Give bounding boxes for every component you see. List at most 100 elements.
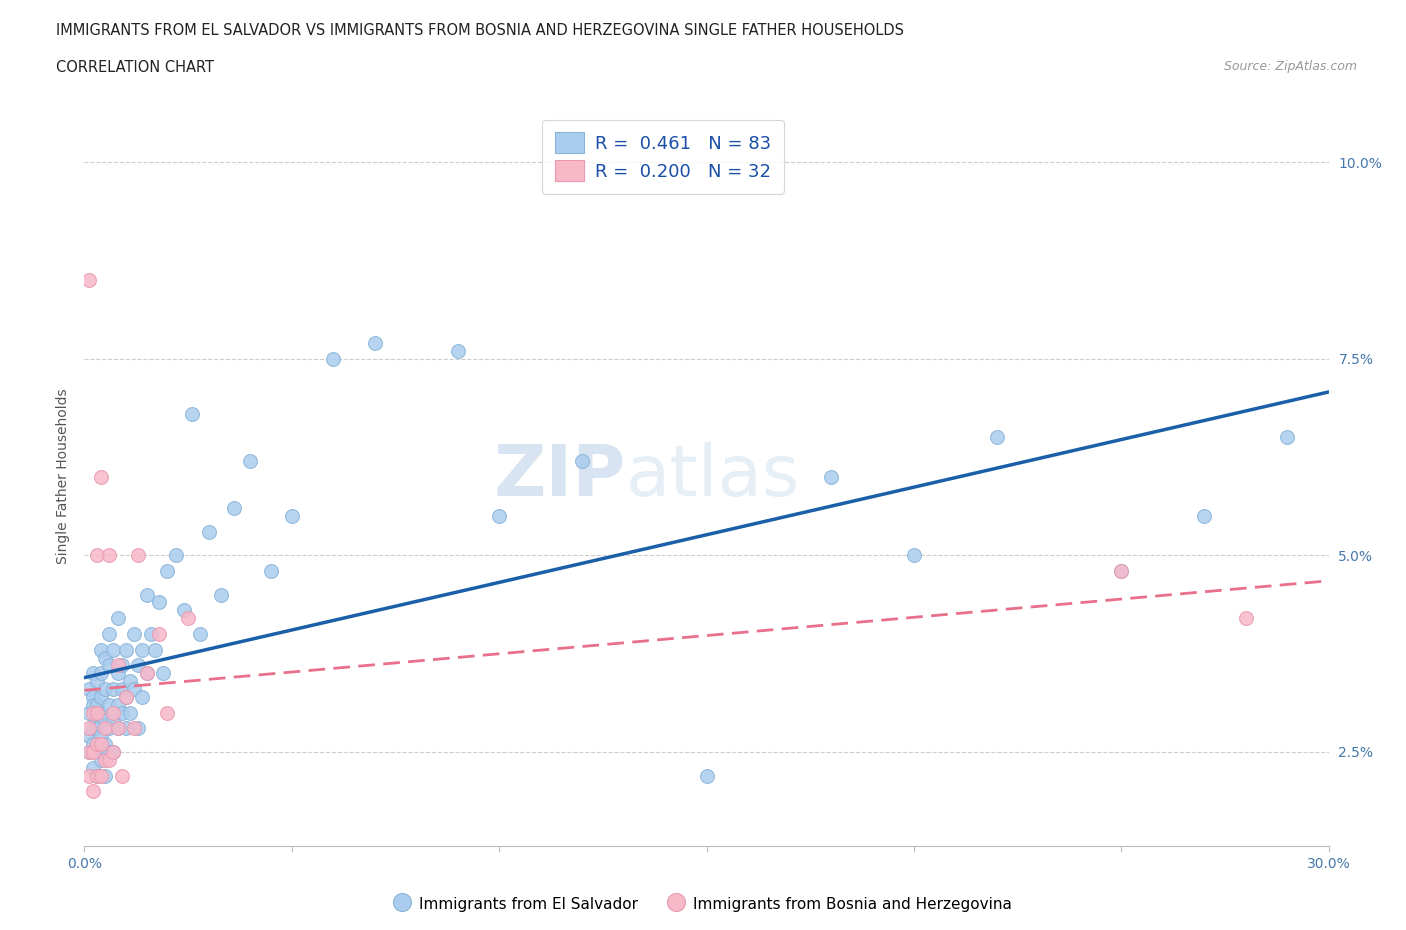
Point bbox=[135, 587, 157, 602]
Point bbox=[1277, 430, 1299, 445]
Text: atlas: atlas bbox=[626, 442, 800, 512]
Point bbox=[103, 705, 125, 720]
Point bbox=[115, 689, 138, 704]
Point bbox=[77, 729, 100, 744]
Point bbox=[103, 682, 125, 697]
Point bbox=[1234, 611, 1257, 626]
Point bbox=[107, 721, 129, 736]
Point bbox=[86, 745, 108, 760]
Point bbox=[90, 705, 112, 720]
Point bbox=[1194, 509, 1216, 524]
Point bbox=[94, 721, 117, 736]
Point bbox=[209, 587, 232, 602]
Point bbox=[364, 336, 387, 351]
Point bbox=[127, 548, 149, 563]
Point bbox=[107, 658, 129, 672]
Point bbox=[94, 682, 117, 697]
Point bbox=[86, 698, 108, 712]
Point bbox=[98, 627, 121, 642]
Point bbox=[82, 745, 104, 760]
Point bbox=[98, 721, 121, 736]
Point bbox=[82, 784, 104, 799]
Point bbox=[135, 666, 157, 681]
Point bbox=[94, 768, 117, 783]
Point bbox=[173, 603, 195, 618]
Point bbox=[143, 643, 166, 658]
Point bbox=[107, 611, 129, 626]
Point bbox=[107, 698, 129, 712]
Text: IMMIGRANTS FROM EL SALVADOR VS IMMIGRANTS FROM BOSNIA AND HERZEGOVINA SINGLE FAT: IMMIGRANTS FROM EL SALVADOR VS IMMIGRANT… bbox=[56, 23, 904, 38]
Point bbox=[111, 705, 134, 720]
Point bbox=[98, 658, 121, 672]
Point bbox=[82, 737, 104, 751]
Legend: R =  0.461   N = 83, R =  0.200   N = 32: R = 0.461 N = 83, R = 0.200 N = 32 bbox=[543, 120, 783, 193]
Y-axis label: Single Father Households: Single Father Households bbox=[56, 389, 70, 565]
Point bbox=[118, 673, 141, 688]
Point bbox=[82, 705, 104, 720]
Point bbox=[82, 666, 104, 681]
Point bbox=[165, 548, 187, 563]
Point bbox=[115, 643, 138, 658]
Point bbox=[122, 627, 145, 642]
Text: CORRELATION CHART: CORRELATION CHART bbox=[56, 60, 214, 75]
Point bbox=[322, 352, 344, 366]
Point bbox=[90, 768, 112, 783]
Point bbox=[122, 721, 145, 736]
Point bbox=[986, 430, 1008, 445]
Point bbox=[90, 737, 112, 751]
Point bbox=[190, 627, 212, 642]
Point bbox=[86, 721, 108, 736]
Point bbox=[181, 406, 204, 421]
Point bbox=[86, 705, 108, 720]
Point bbox=[90, 470, 112, 485]
Point bbox=[90, 666, 112, 681]
Point bbox=[90, 752, 112, 767]
Point bbox=[94, 650, 117, 665]
Point bbox=[77, 768, 100, 783]
Point bbox=[118, 705, 141, 720]
Point bbox=[131, 643, 153, 658]
Point bbox=[90, 689, 112, 704]
Point bbox=[86, 673, 108, 688]
Point bbox=[98, 745, 121, 760]
Point bbox=[77, 682, 100, 697]
Point bbox=[98, 698, 121, 712]
Text: Source: ZipAtlas.com: Source: ZipAtlas.com bbox=[1223, 60, 1357, 73]
Point bbox=[107, 666, 129, 681]
Point bbox=[122, 682, 145, 697]
Point bbox=[152, 666, 174, 681]
Point bbox=[77, 705, 100, 720]
Point bbox=[86, 713, 108, 728]
Point bbox=[86, 548, 108, 563]
Point bbox=[127, 721, 149, 736]
Point bbox=[177, 611, 200, 626]
Point bbox=[139, 627, 162, 642]
Point bbox=[1111, 564, 1133, 578]
Point bbox=[90, 729, 112, 744]
Point bbox=[94, 737, 117, 751]
Legend: Immigrants from El Salvador, Immigrants from Bosnia and Herzegovina: Immigrants from El Salvador, Immigrants … bbox=[388, 889, 1018, 918]
Point bbox=[90, 643, 112, 658]
Point bbox=[98, 752, 121, 767]
Point bbox=[281, 509, 304, 524]
Point bbox=[94, 752, 117, 767]
Point bbox=[86, 768, 108, 783]
Point bbox=[94, 713, 117, 728]
Point bbox=[111, 658, 134, 672]
Point bbox=[107, 721, 129, 736]
Point bbox=[77, 272, 100, 287]
Point bbox=[98, 548, 121, 563]
Point bbox=[77, 745, 100, 760]
Point bbox=[260, 564, 283, 578]
Point bbox=[82, 698, 104, 712]
Point bbox=[135, 666, 157, 681]
Point bbox=[77, 745, 100, 760]
Point bbox=[903, 548, 925, 563]
Point bbox=[103, 745, 125, 760]
Point bbox=[488, 509, 510, 524]
Point bbox=[222, 500, 245, 515]
Point bbox=[111, 768, 134, 783]
Point bbox=[131, 689, 153, 704]
Point bbox=[82, 760, 104, 775]
Point bbox=[82, 721, 104, 736]
